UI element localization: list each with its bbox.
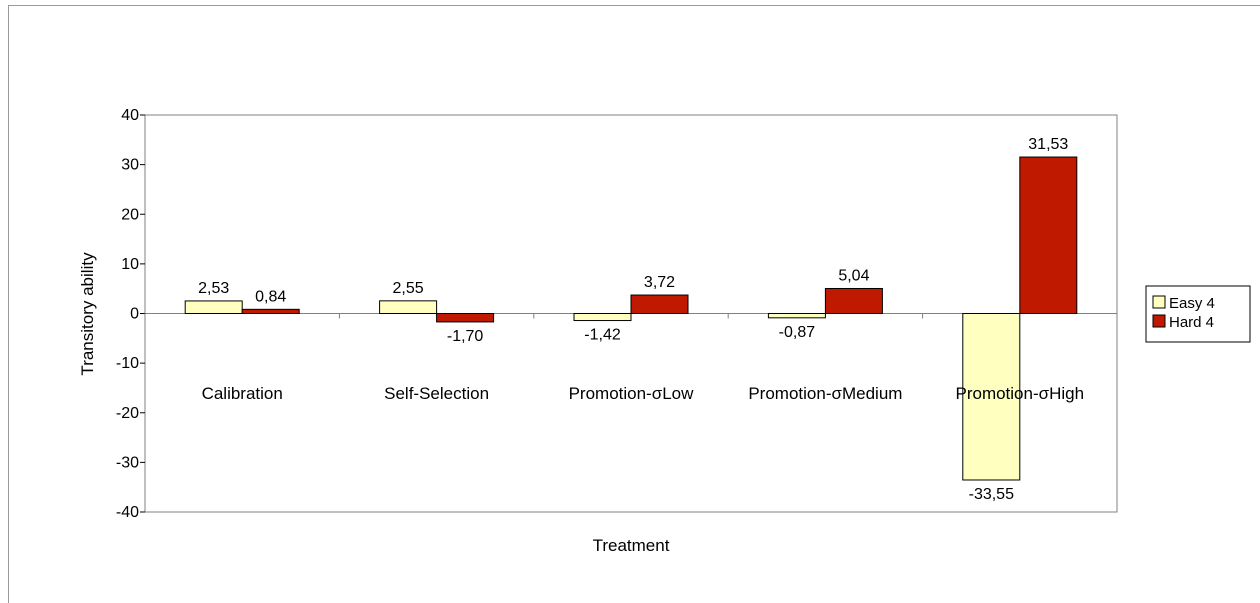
y-tick-label-8: 40 xyxy=(121,107,139,124)
bar-easy-1 xyxy=(379,300,438,314)
y-tick-label-6: 20 xyxy=(121,206,139,223)
data-label-hard-1: -1,70 xyxy=(447,328,484,345)
bar-easy-4 xyxy=(962,313,1021,481)
data-label-hard-4: 31,53 xyxy=(1028,136,1068,153)
category-label-3: Promotion-σMedium xyxy=(748,384,902,403)
y-tick-label-7: 30 xyxy=(121,157,139,174)
legend-box xyxy=(1145,285,1251,343)
y-tick-label-1: -30 xyxy=(116,454,139,471)
y-tick-label-5: 10 xyxy=(121,256,139,273)
x-axis-title: Treatment xyxy=(593,536,670,555)
data-label-hard-3: 5,04 xyxy=(838,267,869,284)
data-label-hard-0: 0,84 xyxy=(255,288,286,305)
data-label-easy-3: -0,87 xyxy=(779,324,816,341)
bar-hard-1 xyxy=(436,313,495,323)
y-tick-label-2: -20 xyxy=(116,405,139,422)
data-label-easy-2: -1,42 xyxy=(584,327,621,344)
legend-label-0: Easy 4 xyxy=(1169,295,1215,312)
legend-label-1: Hard 4 xyxy=(1169,314,1214,331)
category-label-2: Promotion-σLow xyxy=(569,384,695,403)
y-tick-label-3: -10 xyxy=(116,355,139,372)
data-label-easy-0: 2,53 xyxy=(198,280,229,297)
category-label-1: Self-Selection xyxy=(384,384,489,403)
bar-easy-2 xyxy=(573,313,632,322)
data-label-easy-1: 2,55 xyxy=(393,280,424,297)
legend-swatch-1 xyxy=(1152,314,1166,328)
chart-frame xyxy=(8,5,1260,603)
data-label-easy-4: -33,55 xyxy=(969,486,1014,503)
bar-easy-0 xyxy=(184,300,243,315)
bar-easy-3 xyxy=(767,313,826,319)
category-label-4: Promotion-σHigh xyxy=(955,384,1084,403)
y-axis-title: Transitory ability xyxy=(78,252,97,376)
y-tick-label-0: -40 xyxy=(116,504,139,521)
bar-hard-3 xyxy=(824,287,883,315)
y-tick-label-4: 0 xyxy=(130,306,139,323)
legend-swatch-0 xyxy=(1152,295,1166,309)
data-label-hard-2: 3,72 xyxy=(644,274,675,291)
legend: Easy 4 Hard 4 xyxy=(1145,285,1251,343)
category-label-0: Calibration xyxy=(202,384,283,403)
bar-hard-4 xyxy=(1019,156,1078,314)
bar-hard-2 xyxy=(630,294,689,314)
bar-hard-0 xyxy=(241,308,300,315)
